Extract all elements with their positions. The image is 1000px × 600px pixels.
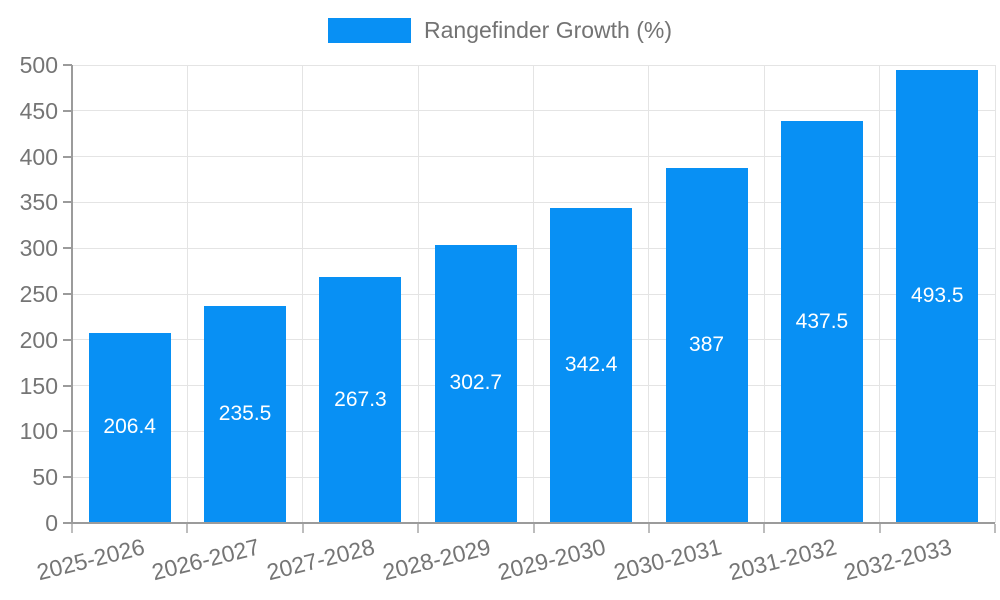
y-axis-tick (63, 522, 72, 524)
bar-value-label: 387 (689, 332, 725, 356)
bar-value-label: 342.4 (564, 353, 618, 377)
y-axis-tick-label: 300 (19, 235, 58, 262)
bar: 302.7 (434, 244, 517, 522)
plot-area: 206.4 235.5 267.3 302.7 342.4 387 437.5 493.5 0… (20, 53, 996, 585)
y-axis-tick (63, 293, 72, 295)
y-axis-tick (63, 338, 72, 341)
legend: Rangefinder Growth (%) (0, 14, 1000, 46)
x-axis-line (72, 522, 995, 524)
legend-label: Rangefinder Growth (%) (424, 16, 672, 43)
bar-value-label: 302.7 (449, 371, 503, 395)
y-axis-tick-label: 500 (19, 52, 58, 78)
y-axis-tick (63, 155, 72, 158)
bar: 342.4 (550, 208, 633, 522)
gridline-vertical (302, 65, 304, 523)
bar-value-label: 493.5 (911, 283, 964, 307)
bar: 206.4 (88, 332, 171, 522)
y-axis-tick-label: 0 (45, 510, 58, 536)
bar: 267.3 (319, 277, 402, 522)
y-axis-tick (63, 476, 72, 479)
gridline-vertical (417, 65, 419, 523)
x-axis-tick (994, 524, 996, 533)
x-axis-tick (71, 524, 73, 533)
x-axis-tick (417, 524, 420, 533)
gridline-vertical (763, 65, 765, 523)
x-axis-tick (301, 524, 304, 533)
bar: 493.5 (896, 69, 979, 522)
gridline-vertical (533, 65, 534, 523)
x-axis-tick (186, 524, 189, 533)
bar-value-label: 437.5 (795, 309, 849, 333)
bar-value-label: 235.5 (218, 402, 272, 426)
y-axis-tick-label: 350 (19, 189, 58, 216)
y-axis-tick (63, 430, 72, 433)
legend-swatch (328, 17, 411, 43)
x-axis-tick (532, 524, 535, 533)
bar: 387 (665, 167, 748, 522)
x-axis-tick (878, 524, 881, 533)
y-axis-tick-label: 50 (32, 464, 58, 491)
y-axis-tick-label: 450 (19, 97, 58, 124)
y-axis-tick-label: 100 (19, 418, 58, 445)
gridline-vertical (186, 65, 188, 523)
y-axis-tick (63, 109, 72, 112)
bar-value-label: 206.4 (103, 415, 156, 439)
y-axis-tick-label: 200 (19, 326, 58, 353)
bar: 235.5 (204, 306, 287, 522)
x-axis-tick (763, 524, 766, 533)
y-axis-tick-label: 250 (19, 281, 58, 307)
y-axis-line (71, 65, 73, 532)
gridline-vertical (648, 65, 650, 523)
y-axis-tick (63, 64, 72, 66)
gridline-vertical (994, 65, 996, 523)
bar: 437.5 (780, 121, 863, 522)
x-axis-tick (647, 524, 650, 533)
y-axis-tick-label: 400 (19, 143, 58, 170)
y-axis-tick (63, 247, 72, 250)
y-axis-tick-label: 150 (19, 372, 58, 399)
y-axis-tick (63, 384, 72, 387)
gridline-vertical (879, 65, 881, 523)
bar-value-label: 267.3 (334, 387, 387, 411)
y-axis-tick (63, 201, 72, 204)
